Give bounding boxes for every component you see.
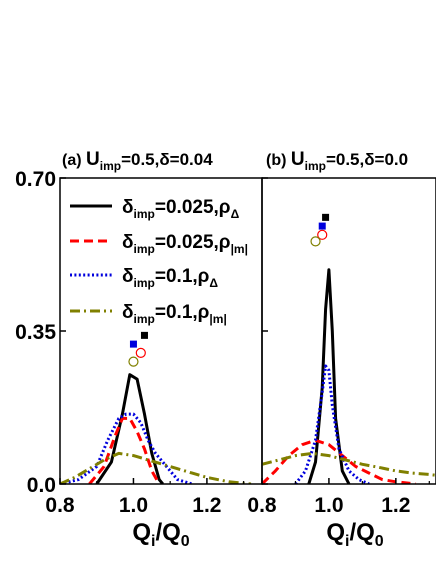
series-group — [262, 268, 436, 484]
x-tick-label: 1.0 — [314, 494, 343, 517]
series-line-3 — [294, 364, 370, 484]
marker-circle-3 — [317, 229, 328, 240]
panel-b: 0.8 1.0 1.2 (b) Uimp=0.5,δ=0.0 Qi/Q0 — [247, 149, 436, 550]
legend-label-1: δimp=0.025,ρΔ — [122, 197, 240, 221]
marker-square-2 — [318, 222, 326, 230]
series-line-1 — [95, 373, 164, 484]
x-tick-label: 1.0 — [119, 494, 148, 517]
marker-circle-3 — [135, 347, 146, 358]
panel-title: (a) Uimp=0.5,δ=0.04 — [62, 149, 213, 173]
x-axis-label: Qi/Q0 — [326, 519, 383, 550]
x-tick-label: 0.8 — [45, 494, 75, 517]
y-tick-label: 0.0 — [27, 474, 56, 497]
series-group — [60, 373, 252, 484]
plot-frame — [261, 177, 436, 485]
series-line-2 — [88, 416, 161, 484]
marker-square-1 — [322, 213, 330, 221]
panel-title: (b) Uimp=0.5,δ=0.0 — [266, 149, 408, 173]
legend: δimp=0.025,ρΔ δimp=0.025,ρ|m| δimp=0.1,ρΔ δ… — [70, 197, 248, 326]
legend-label-4: δimp=0.1,ρ|m| — [122, 302, 227, 326]
marker-circle-4 — [310, 236, 321, 247]
legend-label-3: δimp=0.1,ρΔ — [122, 266, 218, 290]
panel-a: 0.8 1.0 1.2 0.0 0.35 0.70 (a) Uimp=0.5,δ=0.04 Q… — [15, 149, 263, 550]
marker-square-2 — [129, 340, 137, 348]
marker-circle-4 — [128, 356, 139, 367]
x-axis-label: Qi/Q0 — [132, 519, 189, 550]
plot-frame — [59, 177, 263, 485]
y-tick-label: 0.35 — [15, 321, 56, 344]
x-tick-label: 0.8 — [247, 494, 277, 517]
series-line-1 — [307, 268, 351, 484]
marker-square-1 — [140, 331, 148, 339]
x-tick-label: 1.2 — [192, 494, 221, 517]
legend-label-2: δimp=0.025,ρ|m| — [122, 232, 248, 256]
x-tick-label: 1.2 — [381, 494, 410, 517]
series-line-4 — [262, 451, 436, 477]
y-tick-label: 0.70 — [15, 168, 56, 191]
